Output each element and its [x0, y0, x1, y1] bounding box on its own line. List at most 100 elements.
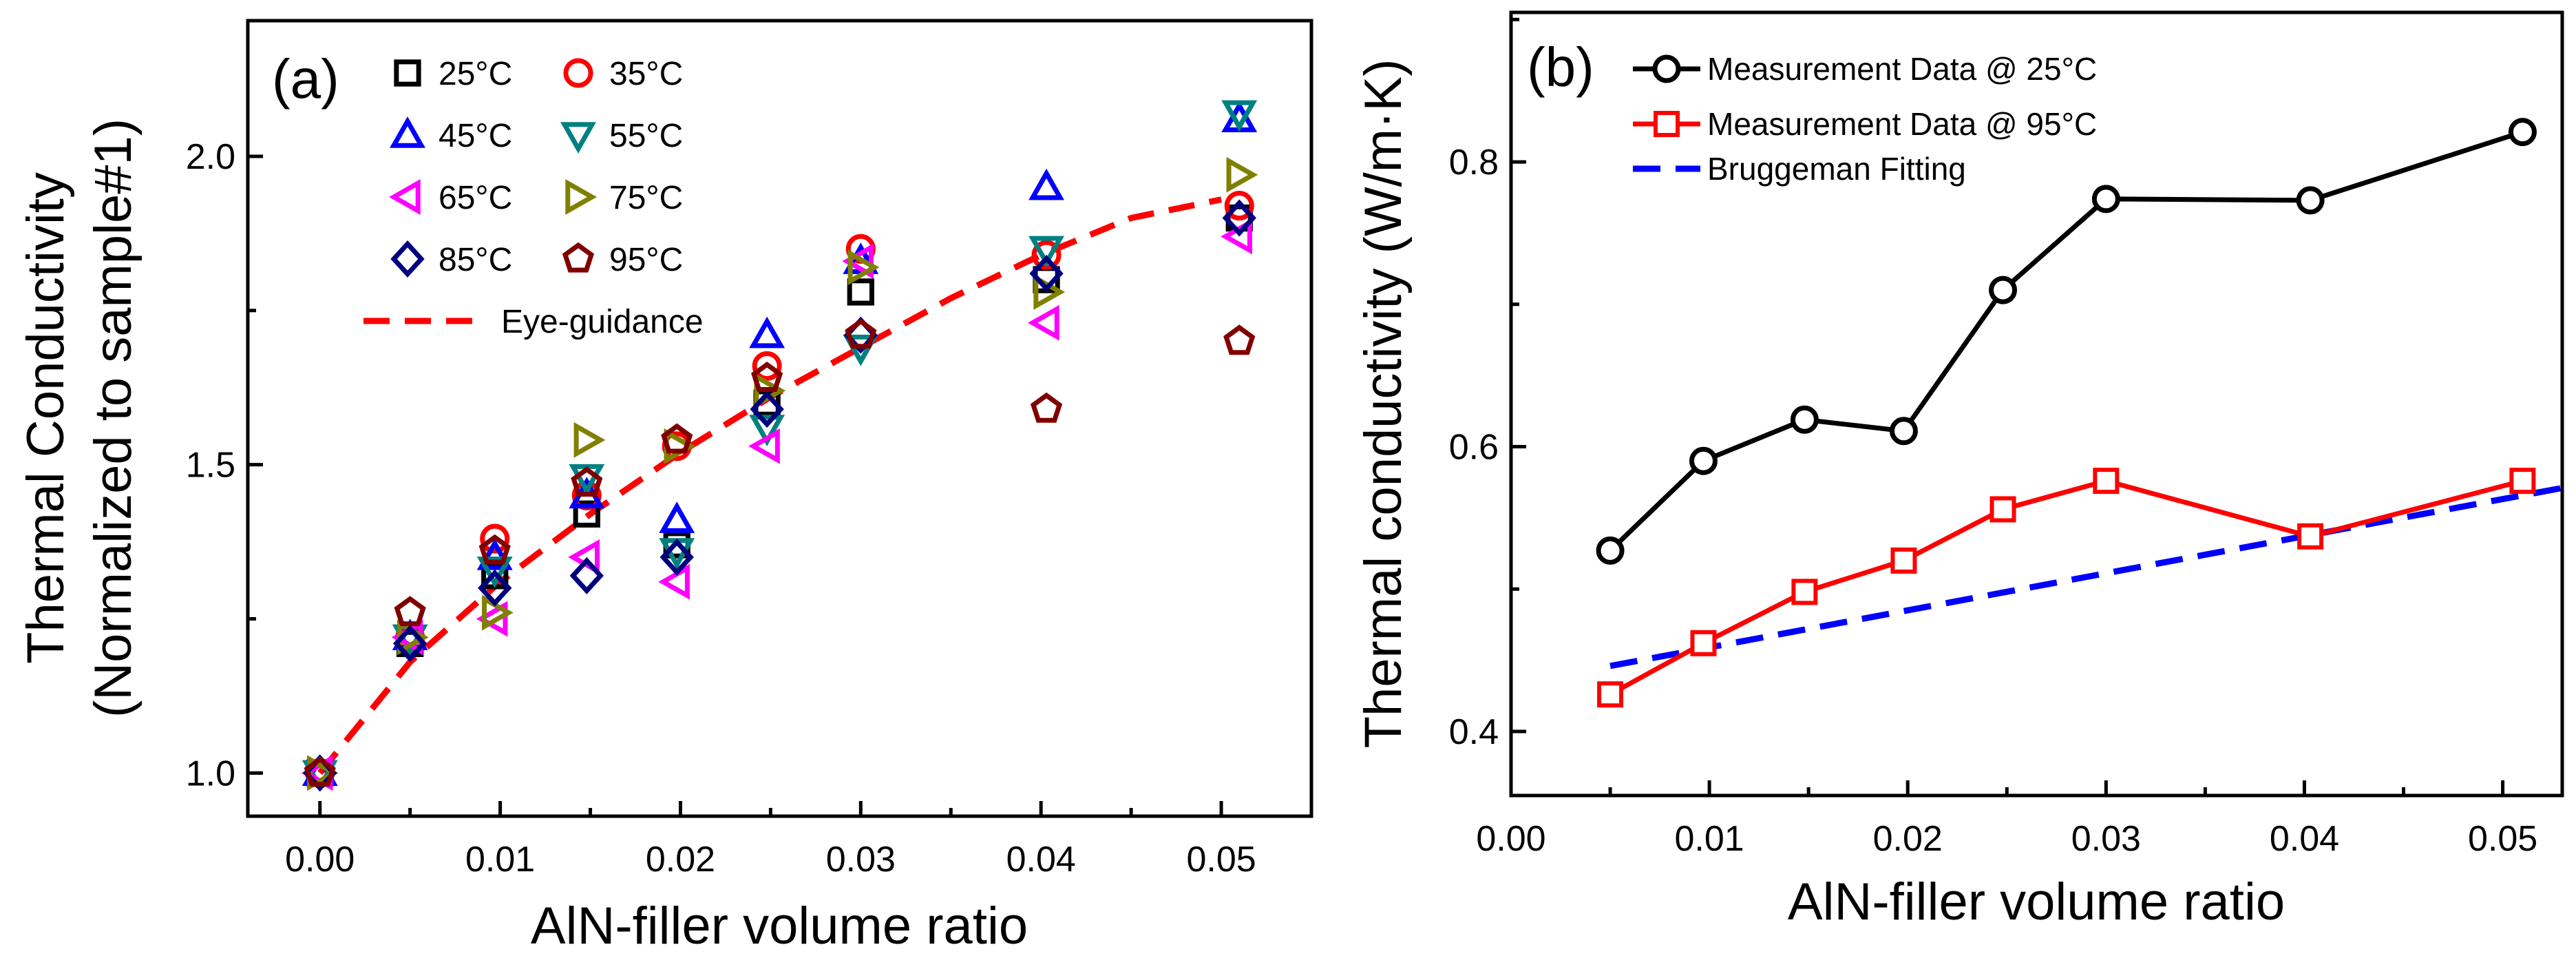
data-point: [1222, 199, 1256, 237]
x-tick-label: 0.01: [465, 840, 535, 880]
data-point: [1028, 304, 1059, 341]
data-point: [1596, 536, 1625, 565]
data-point: [1224, 191, 1254, 221]
panel-b: 0.00 0.01 0.02 0.03 0.04 0.05 0.4 0.6 0.8 (b) M…: [1354, 10, 2564, 931]
legend-marker: [1652, 54, 1681, 83]
data-point: [842, 243, 874, 280]
series-measurement-data-95c: [1597, 468, 2536, 708]
legend-marker: [394, 59, 421, 87]
legend-marker: [390, 116, 425, 148]
data-point: [1030, 392, 1063, 423]
y-tick-label: 1.5: [186, 446, 235, 486]
series-measurement-data-25c: [1596, 118, 2537, 565]
data-point: [476, 538, 513, 570]
series-25c: [306, 204, 1253, 787]
y-axis-title-b: Thermal conductivity (W/m·K): [1354, 59, 1413, 749]
series-layer-b: [1596, 118, 2537, 708]
data-point: [659, 538, 694, 576]
data-point: [304, 756, 336, 787]
data-point: [476, 557, 513, 588]
data-point: [1689, 446, 1718, 475]
x-ticks-b: 0.00 0.01 0.02 0.03 0.04 0.05: [1476, 780, 2537, 859]
data-point: [2091, 185, 2120, 214]
y-tick-label: 2.0: [186, 137, 235, 177]
legend-item-bruggeman-fitting: Bruggeman Fitting: [1633, 151, 1966, 187]
legend-a: 25°C 35°C 45°C 55°C 65°C 75°C 85°C 95°C Eye-guid…: [363, 56, 704, 340]
data-point: [1791, 579, 1818, 605]
eye-guidance-layer: [317, 196, 1222, 776]
legend-marker: [562, 242, 595, 273]
data-point: [748, 428, 780, 464]
legend-label: 85°C: [439, 242, 512, 278]
y-axis-title-a-line1: Thermal Conductivity: [17, 172, 75, 664]
y-tick-label: 0.4: [1449, 712, 1499, 752]
data-point: [1597, 681, 1624, 708]
legend-label: 65°C: [439, 180, 512, 216]
data-point: [392, 625, 427, 663]
x-ticks-a: 0.00 0.01 0.02 0.03 0.04 0.05: [285, 801, 1256, 880]
series-95c: [304, 318, 1256, 787]
y-tick-label: 0.8: [1449, 143, 1499, 183]
series-65c: [301, 218, 1252, 791]
data-point: [1029, 255, 1064, 293]
bruggeman-fit-line: [1609, 485, 2563, 669]
data-point: [476, 601, 508, 637]
data-point: [1989, 496, 2016, 523]
data-point: [480, 523, 510, 554]
legend-label: Bruggeman Fitting: [1707, 151, 1966, 187]
legend-item-35c: 35°C: [563, 56, 683, 92]
legend-marker: [560, 122, 596, 154]
data-point: [1690, 630, 1717, 656]
legend-item-45c: 45°C: [390, 116, 512, 154]
legend-item-85c: 85°C: [390, 240, 512, 278]
x-tick-label: 0.03: [2071, 819, 2141, 859]
x-tick-label: 0.04: [1006, 840, 1076, 880]
data-point: [659, 501, 695, 533]
bruggeman-fit-layer: [1609, 485, 2563, 669]
data-point: [1790, 405, 1819, 434]
data-point: [658, 563, 690, 600]
legend-item-measurement-data-95c: Measurement Data @ 95°C: [1633, 106, 2097, 142]
y-ticks-a: 1.0 1.5 2.0: [186, 137, 263, 793]
data-point: [573, 500, 600, 528]
x-tick-label: 0.03: [826, 840, 896, 880]
legend-marker: [563, 58, 593, 88]
x-tick-label: 0.02: [1873, 819, 1943, 859]
y-tick-label: 1.0: [186, 754, 235, 793]
data-point: [482, 594, 514, 631]
data-point: [845, 318, 877, 349]
x-axis-title-a: AlN-filler volume ratio: [531, 897, 1028, 955]
series-85c: [303, 199, 1256, 792]
data-point: [1890, 547, 1917, 574]
data-point: [1028, 168, 1065, 200]
legend-label: Eye-guidance: [501, 304, 704, 340]
data-point: [478, 569, 512, 607]
data-point: [749, 415, 785, 446]
legend-item-65c: 65°C: [388, 179, 512, 216]
data-point: [2296, 186, 2325, 215]
plot-frame-b: [1509, 10, 2564, 798]
y-tick-label: 0.6: [1449, 428, 1499, 468]
data-point: [1889, 417, 1918, 446]
legend-item-75c: 75°C: [565, 179, 683, 216]
y-axis-title-a-line2: (Normalized to sample#1): [84, 118, 142, 718]
series-35c: [305, 191, 1254, 788]
x-tick-label: 0.01: [1675, 819, 1744, 859]
x-tick-label: 0.05: [1186, 840, 1256, 880]
legend-marker: [388, 179, 421, 215]
x-tick-label: 0.02: [646, 840, 715, 880]
data-point: [1223, 324, 1256, 355]
data-point: [2297, 523, 2324, 550]
data-point: [2093, 468, 2120, 495]
legend-marker: [390, 240, 425, 278]
legend-label: Measurement Data @ 95°C: [1707, 106, 2097, 142]
data-point: [749, 316, 785, 349]
series-line: [1608, 129, 2524, 552]
data-point: [843, 334, 879, 366]
data-point: [1221, 100, 1258, 132]
data-point: [569, 557, 604, 594]
data-point: [751, 362, 783, 392]
data-point: [661, 423, 693, 454]
panel-label-a: (a): [272, 48, 339, 110]
